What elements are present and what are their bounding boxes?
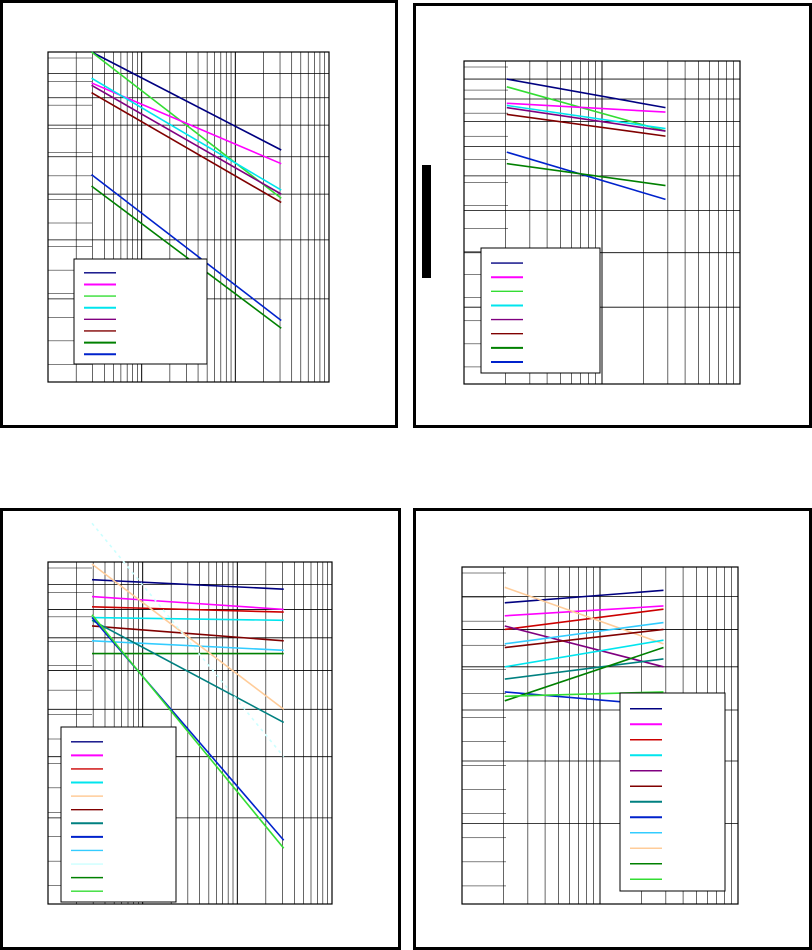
series-line-lime: [91, 614, 285, 849]
series-line-magenta: [91, 595, 284, 611]
series-line-green: [504, 646, 664, 702]
series-line-navy: [504, 589, 664, 604]
legend-box-2: [480, 247, 601, 374]
series-line-cyan: [504, 639, 664, 668]
series-line-cyan: [91, 77, 282, 191]
series-line-skyblue: [504, 621, 664, 645]
series-line-green: [506, 162, 666, 187]
series-line-red: [504, 608, 664, 631]
series-line-peach: [91, 563, 285, 710]
series-line-darkred: [504, 628, 664, 649]
legend-box-3: [60, 726, 177, 903]
series-line-navy: [506, 78, 666, 109]
series-line-navy: [91, 51, 282, 151]
series-line-teal: [91, 619, 285, 724]
series-line-navy: [91, 578, 284, 590]
series-line-purple: [506, 106, 666, 132]
vertical-bar-marker: [422, 165, 431, 278]
series-line-purple: [504, 625, 664, 668]
series-line-magenta: [506, 102, 666, 113]
legend-box-1: [73, 258, 208, 365]
series-line-teal: [504, 658, 664, 680]
series-line-red: [91, 605, 284, 613]
series-line-lime: [506, 86, 666, 132]
series-line-purple: [91, 84, 282, 195]
series-line-magenta: [504, 605, 664, 617]
series-line-darkred: [91, 91, 282, 204]
series-line-cyan: [506, 104, 666, 130]
series-line-peach: [504, 586, 664, 645]
series-line-darkred: [91, 625, 284, 642]
series-line-blue: [506, 151, 666, 201]
series-line-lightcyan: [91, 522, 285, 758]
series-line-skyblue: [91, 640, 284, 652]
series-line-darkred: [506, 113, 666, 137]
series-line-cyan: [92, 616, 284, 622]
legend-box-4: [619, 692, 726, 892]
series-line-blue: [91, 173, 282, 322]
series-line-green: [91, 185, 282, 329]
series-line-lime: [91, 51, 282, 199]
